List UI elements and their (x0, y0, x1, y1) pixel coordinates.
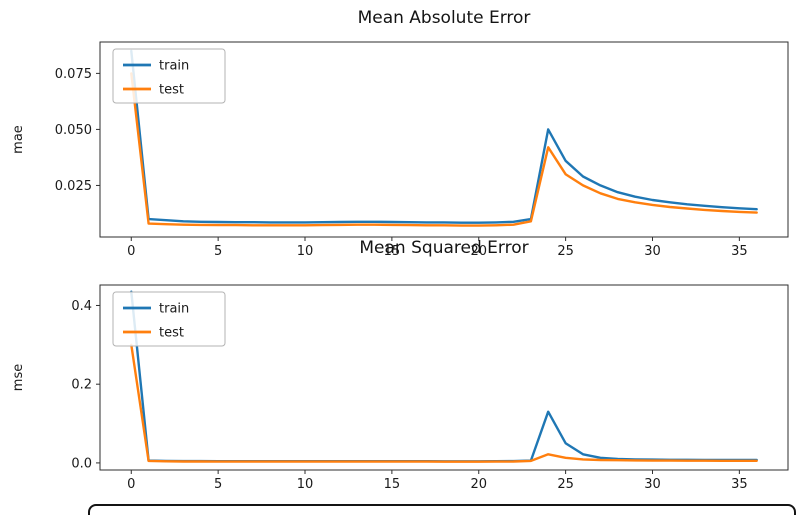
x-tick-label: 10 (297, 244, 314, 259)
y-axis-label: mae (11, 125, 26, 154)
y-tick-label: 0.050 (55, 123, 92, 138)
x-tick-label: 5 (214, 477, 222, 492)
x-tick-label: 20 (470, 244, 487, 259)
y-tick-label: 0.075 (55, 67, 92, 82)
x-tick-label: 25 (557, 244, 574, 259)
y-tick-label: 0.2 (71, 378, 92, 393)
clipped-panel-border (88, 504, 796, 515)
x-tick-label: 20 (470, 477, 487, 492)
x-tick-label: 10 (297, 477, 314, 492)
legend-label-train: train (159, 302, 189, 317)
axes-frame (99, 284, 789, 471)
legend-label-train: train (159, 59, 189, 74)
x-tick-label: 0 (127, 477, 135, 492)
mae-chart: 0 5 10 15 20 25 30 35 0.025 0.050 0.075 mae train tes… (11, 41, 789, 259)
x-tick-label: 30 (644, 477, 661, 492)
x-tick-label: 35 (731, 477, 748, 492)
y-tick-label: 0.0 (71, 456, 92, 471)
y-tick-label: 0.4 (71, 299, 92, 314)
y-tick-label: 0.025 (55, 179, 92, 194)
legend-label-test: test (159, 83, 184, 98)
x-tick-label: 30 (644, 244, 661, 259)
series-line-test (130, 343, 758, 463)
x-tick-label: 0 (127, 244, 135, 259)
series-line-train (130, 49, 758, 224)
x-tick-label: 35 (731, 244, 748, 259)
mse-chart: 0 5 10 15 20 25 30 35 0.0 0.2 0.4 mse train test (11, 284, 789, 492)
y-axis-label: mse (11, 364, 26, 391)
x-tick-label: 15 (384, 477, 401, 492)
series-line-test (130, 72, 758, 227)
legend-label-test: test (159, 326, 184, 341)
x-tick-label: 25 (557, 477, 574, 492)
x-tick-label: 5 (214, 244, 222, 259)
x-tick-label: 15 (384, 244, 401, 259)
axes-frame (99, 41, 789, 238)
